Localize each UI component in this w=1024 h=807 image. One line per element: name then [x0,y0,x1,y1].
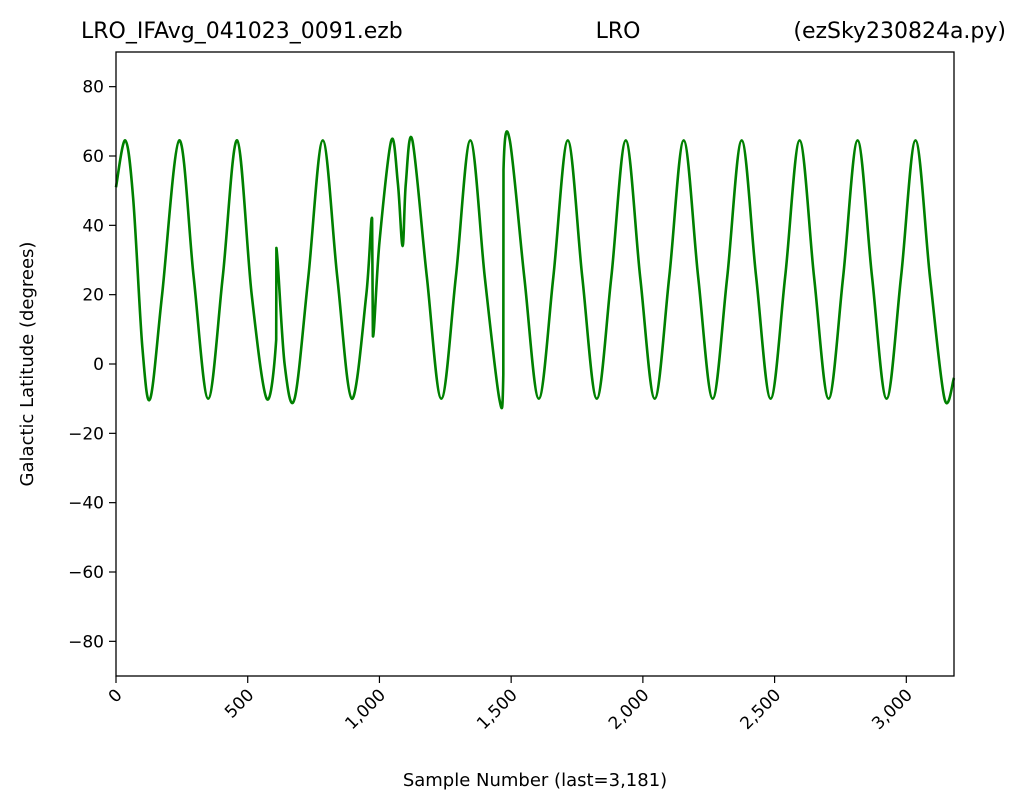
plot-frame [115,51,955,677]
y-tick-label: −80 [68,632,104,652]
y-tick-label: 20 [82,286,104,306]
series-layer [114,130,956,410]
chart-title-left: LRO_IFAvg_041023_0091.ezb [81,19,403,44]
x-axis-label: Sample Number (last=3,181) [403,770,667,791]
chart-title-right: (ezSky230824a.py) [793,19,1006,44]
y-tick-label: 80 [82,78,104,98]
x-axis: 0 500 1,000 1,500 2,000 2,500 3,000 [105,676,917,734]
y-tick-label: 40 [82,216,104,236]
series-line [114,130,956,410]
y-tick-label: 0 [93,355,104,375]
y-axis: 80 60 40 20 0 −20 −40 −60 −80 [68,78,116,652]
x-tick-label: 2,000 [605,685,654,734]
y-tick-label: −40 [68,494,104,514]
y-tick-label: 60 [82,147,104,167]
x-tick-label: 500 [221,685,258,722]
y-tick-label: −60 [68,563,104,583]
y-tick-label: −20 [68,424,104,444]
y-axis-label: Galactic Latitude (degrees) [17,242,38,487]
chart-title-center: LRO [596,19,641,44]
x-tick-label: 3,000 [868,685,917,734]
x-tick-label: 1,500 [473,685,522,734]
x-tick-label: 0 [105,685,127,707]
x-tick-label: 2,500 [737,685,786,734]
x-tick-label: 1,000 [341,685,390,734]
